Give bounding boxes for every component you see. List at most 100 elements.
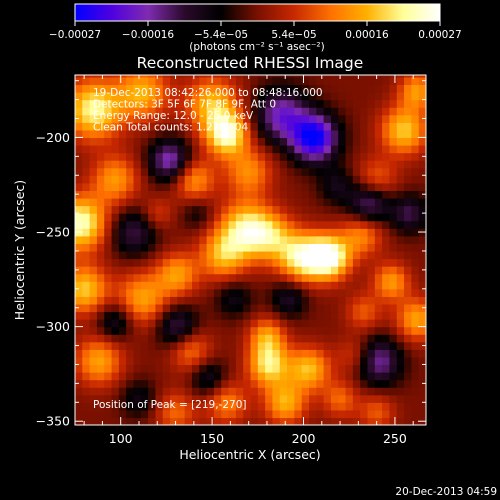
heatmap-cell [228,364,237,373]
heatmap-cell [287,417,295,425]
heatmap-cell [243,190,252,199]
heatmap-cell [133,417,142,425]
heatmap-cell [360,372,369,381]
heatmap-cell [118,220,127,229]
heatmap-cell [228,349,237,358]
heatmap-cell [206,379,215,388]
heatmap-cells [75,75,426,425]
heatmap-cell [360,311,369,320]
heatmap-cell [345,417,354,425]
heatmap-cell [250,99,259,108]
heatmap-cell [104,296,113,305]
heatmap-cell [338,281,347,290]
heatmap-cell [404,122,412,131]
heatmap-cell [301,75,310,78]
heatmap-cell [257,228,266,237]
heatmap-cell [323,76,332,86]
heatmap-cell [96,129,105,139]
heatmap-cell [294,122,303,131]
heatmap-cell [287,311,295,320]
heatmap-cell [170,76,178,86]
heatmap-cell [287,75,295,78]
heatmap-cell [104,129,113,139]
heatmap-cell [411,409,420,419]
heatmap-cell [265,281,274,290]
heatmap-cell [367,205,376,214]
heatmap-cell [250,175,259,184]
heatmap-cell [199,190,208,199]
heatmap-cell [367,296,376,305]
heatmap-cell [155,92,164,101]
heatmap-cell [330,137,339,146]
heatmap-cell [389,281,398,290]
heatmap-cell [126,122,135,131]
heatmap-cell [133,402,142,411]
heatmap-cell [82,220,91,229]
heatmap-cell [301,129,310,139]
heatmap-cell [301,167,310,176]
heatmap-cell [404,409,412,419]
heatmap-cell [294,326,303,335]
heatmap-cell [382,197,391,207]
heatmap-cell [104,273,113,282]
heatmap-cell [140,243,149,252]
heatmap-cell [111,129,120,139]
heatmap-cell [235,387,244,396]
heatmap-cell [148,288,157,297]
heatmap-cell [192,311,200,320]
heatmap-cell [352,99,361,108]
heatmap-cell [104,220,113,229]
heatmap-cell [309,122,317,131]
heatmap-cell [155,273,164,282]
heatmap-cell [184,417,193,425]
heatmap-cell [243,296,252,305]
heatmap-cell [257,296,266,305]
heatmap-cell [213,160,222,169]
heatmap-cell [221,107,230,116]
heatmap-cell [155,417,164,425]
heatmap-cell [418,220,426,229]
heatmap-cell [89,356,98,366]
heatmap-cell [118,92,127,101]
heatmap-cell [411,402,420,411]
heatmap-cell [213,129,222,139]
heatmap-cell [272,235,281,244]
heatmap-cell [177,417,186,425]
heatmap-cell [257,266,266,275]
heatmap-cell [111,175,120,184]
heatmap-cell [89,349,98,358]
heatmap-cell [170,394,178,403]
heatmap-cell [316,258,325,267]
heatmap-cell [243,167,252,176]
heatmap-cell [345,107,354,116]
heatmap-cell [411,326,420,335]
heatmap-cell [265,402,274,411]
heatmap-cell [140,334,149,343]
heatmap-cell [243,258,252,267]
heatmap-cell [404,205,412,214]
heatmap-cell [316,409,325,419]
heatmap-cell [140,311,149,320]
heatmap-cell [206,303,215,313]
heatmap-cell [199,258,208,267]
heatmap-cell [265,250,274,260]
heatmap-cell [404,76,412,86]
heatmap-cell [257,387,266,396]
heatmap-cell [133,76,142,86]
heatmap-cell [316,281,325,290]
heatmap-cell [287,387,295,396]
heatmap-cell [235,99,244,108]
heatmap-cell [352,152,361,161]
heatmap-cell [250,182,259,192]
heatmap-cell [96,175,105,184]
heatmap-cell [389,84,398,93]
heatmap-cell [170,266,178,275]
heatmap-cell [75,311,83,320]
heatmap-cell [418,296,426,305]
heatmap-cell [213,152,222,161]
heatmap-cell [118,364,127,373]
heatmap-cell [411,145,420,154]
heatmap-cell [316,402,325,411]
heatmap-cell [294,417,303,425]
heatmap-cell [126,220,135,229]
